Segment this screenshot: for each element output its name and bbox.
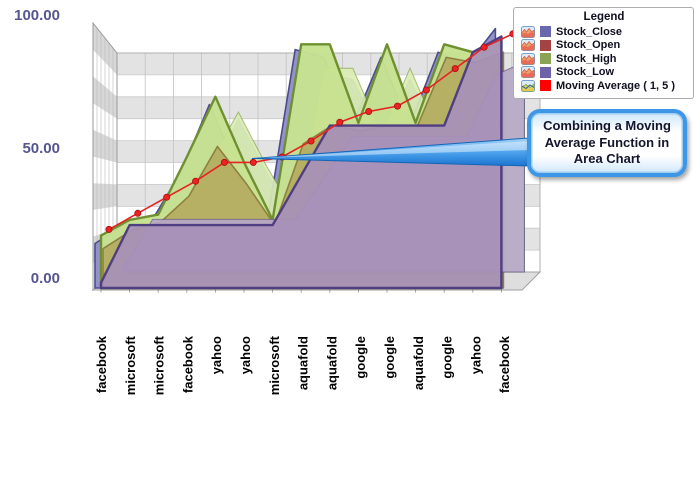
moving-average-point — [393, 102, 401, 110]
moving-average-point — [192, 177, 200, 185]
legend-label: Stock_Close — [556, 25, 623, 38]
legend-row-stock-open[interactable]: Stock_Open — [521, 39, 687, 53]
y-axis-label-100: 100.00 — [14, 7, 60, 24]
legend-swatch — [540, 53, 551, 65]
legend-row-stock-close[interactable]: Stock_Close — [521, 25, 687, 39]
x-axis-label: aquafold — [324, 336, 339, 390]
moving-average-point — [422, 86, 430, 94]
callout-annotation[interactable]: Combining a Moving Average Function in A… — [527, 109, 687, 177]
callout-text: Combining a Moving Average Function in A… — [543, 117, 671, 167]
moving-average-point — [336, 118, 344, 126]
legend-row-moving-average[interactable]: Moving Average ( 1, 5 ) — [521, 79, 687, 93]
x-axis-label: microsoft — [123, 335, 138, 395]
moving-average-point — [480, 43, 488, 51]
moving-average-point — [105, 225, 113, 233]
y-axis-label-0: 0.00 — [30, 270, 60, 287]
legend-label: Stock_Low — [556, 66, 615, 79]
legend-box: Legend Stock_Close Stock_Open Stock_High… — [513, 7, 694, 99]
area-series-group — [94, 27, 525, 290]
x-axis-label: yahoo — [468, 336, 483, 374]
area-chart-icon — [521, 25, 535, 38]
x-axis-label: yahoo — [238, 336, 253, 374]
x-axis-label: microsoft — [152, 335, 167, 395]
moving-average-chart-icon — [521, 79, 535, 92]
stock_low-area — [99, 35, 503, 290]
area-chart-icon — [521, 52, 535, 65]
legend-title: Legend — [583, 11, 625, 23]
moving-average-point — [307, 137, 315, 145]
moving-average-point — [365, 108, 373, 116]
x-axis-label: microsoft — [267, 335, 282, 395]
legend-label: Stock_High — [556, 52, 617, 65]
moving-average-point — [451, 65, 459, 73]
x-axis-label: aquafold — [296, 336, 311, 390]
y-axis-label-50: 50.00 — [22, 140, 60, 157]
x-axis-label: yahoo — [209, 336, 224, 374]
legend-row-stock-high[interactable]: Stock_High — [521, 52, 687, 66]
x-axis-label: facebook — [497, 335, 512, 393]
moving-average-line-group — [105, 30, 517, 233]
callout-arrow-gloss — [258, 141, 529, 158]
x-axis-label: google — [382, 336, 397, 379]
x-axis-label: aquafold — [411, 336, 426, 390]
moving-average-point — [163, 193, 171, 201]
legend-label: Moving Average ( 1, 5 ) — [556, 79, 675, 92]
legend-swatch — [540, 66, 551, 78]
area-chart-icon — [521, 66, 535, 79]
x-axis-labels: facebook microsoft microsoft facebook ya… — [94, 335, 512, 395]
legend-swatch — [540, 26, 551, 38]
legend-swatch — [540, 39, 551, 51]
x-axis-label: facebook — [180, 335, 195, 393]
legend-label: Stock_Open — [556, 39, 621, 52]
x-axis-label: google — [440, 336, 455, 379]
x-axis-label: facebook — [94, 335, 109, 393]
moving-average-point — [134, 209, 142, 217]
x-axis-label: google — [353, 336, 368, 379]
area-chart-icon — [521, 39, 535, 52]
moving-average-point — [220, 158, 228, 166]
moving-average-point — [249, 158, 257, 166]
legend-row-stock-low[interactable]: Stock_Low — [521, 66, 687, 80]
legend-swatch — [540, 80, 551, 92]
